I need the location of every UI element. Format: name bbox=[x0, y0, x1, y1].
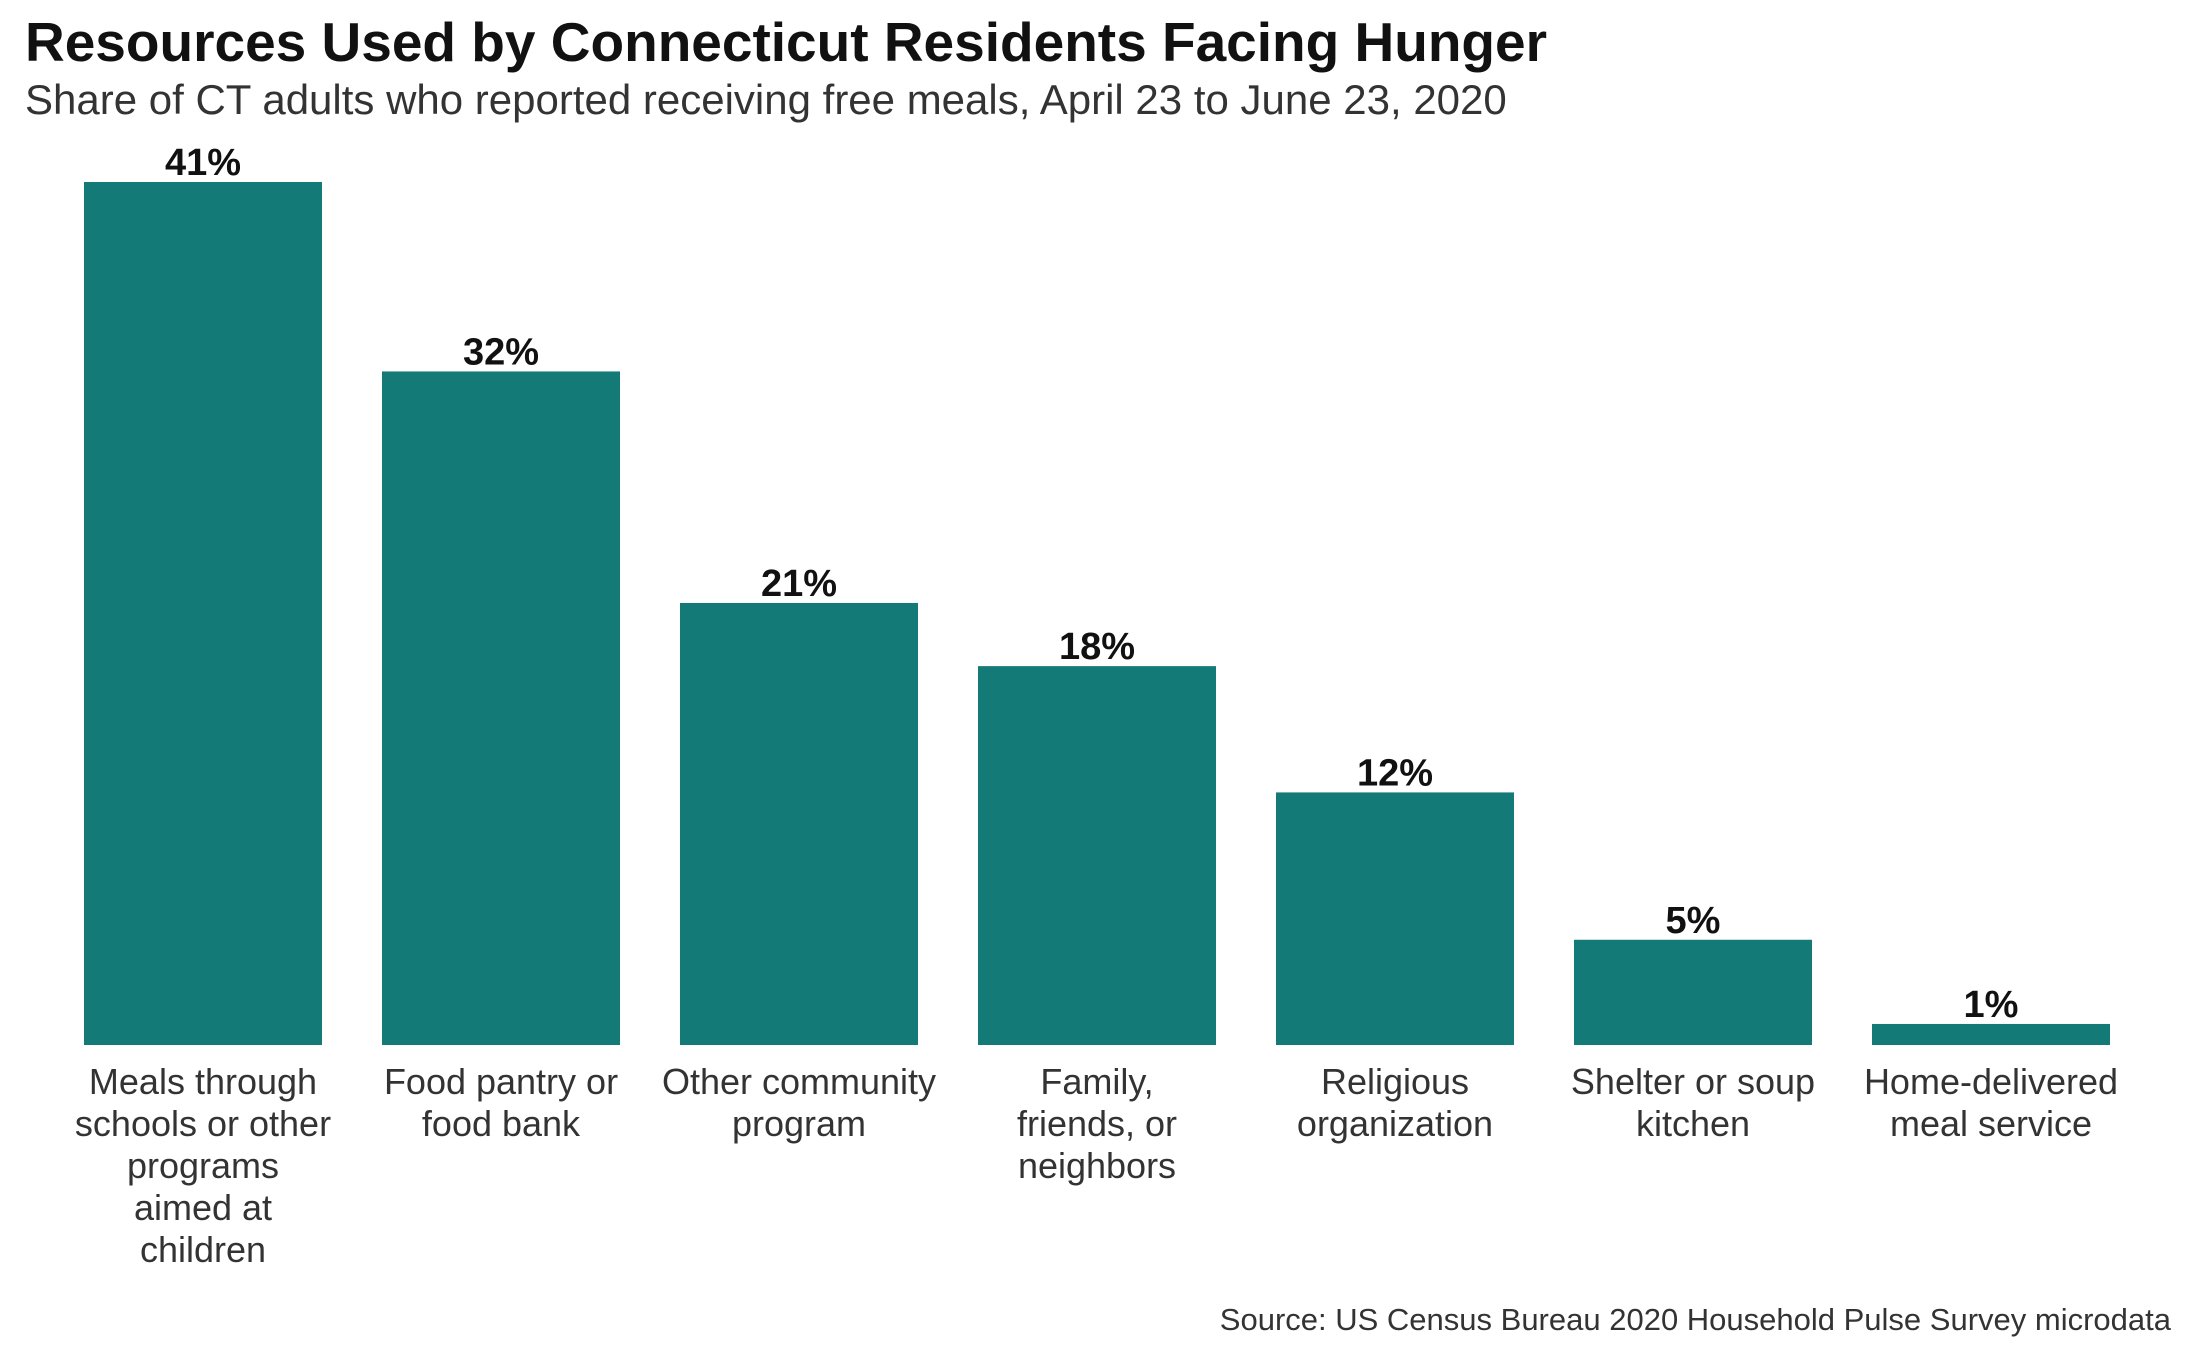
bar-5 bbox=[1276, 792, 1514, 1045]
bar-3 bbox=[680, 602, 918, 1045]
chart-subtitle: Share of CT adults who reported receivin… bbox=[25, 76, 1507, 123]
data-label-6: 5% bbox=[1666, 900, 1721, 942]
category-label-3: Other community program bbox=[661, 1061, 937, 1144]
bars-group bbox=[84, 182, 2110, 1045]
data-label-3: 21% bbox=[761, 563, 837, 605]
bar-6 bbox=[1574, 939, 1812, 1045]
category-label-7: Home-delivered meal service bbox=[1863, 1061, 2119, 1144]
category-label-5: Religious organization bbox=[1296, 1061, 1494, 1144]
bar-7 bbox=[1872, 1023, 2110, 1045]
bar-1 bbox=[84, 182, 322, 1045]
data-label-4: 18% bbox=[1059, 626, 1135, 668]
data-label-5: 12% bbox=[1357, 752, 1433, 794]
data-label-7: 1% bbox=[1964, 984, 2019, 1026]
category-label-4: Family, friends, or neighbors bbox=[1016, 1061, 1178, 1186]
value-labels-group: 41% 32% 21% 18% 12% 5% 1% bbox=[165, 142, 2018, 1026]
category-label-2: Food pantry or food bank bbox=[383, 1061, 619, 1144]
data-label-1: 41% bbox=[165, 142, 241, 184]
category-label-1: Meals through schools or other programs … bbox=[74, 1061, 332, 1270]
bar-4 bbox=[978, 666, 1216, 1045]
source-note: Source: US Census Bureau 2020 Household … bbox=[1219, 1302, 2171, 1337]
category-label-6: Shelter or soup kitchen bbox=[1570, 1061, 1816, 1144]
chart-title: Resources Used by Connecticut Residents … bbox=[25, 11, 1548, 73]
data-label-2: 32% bbox=[463, 331, 539, 373]
bar-2 bbox=[382, 371, 620, 1045]
